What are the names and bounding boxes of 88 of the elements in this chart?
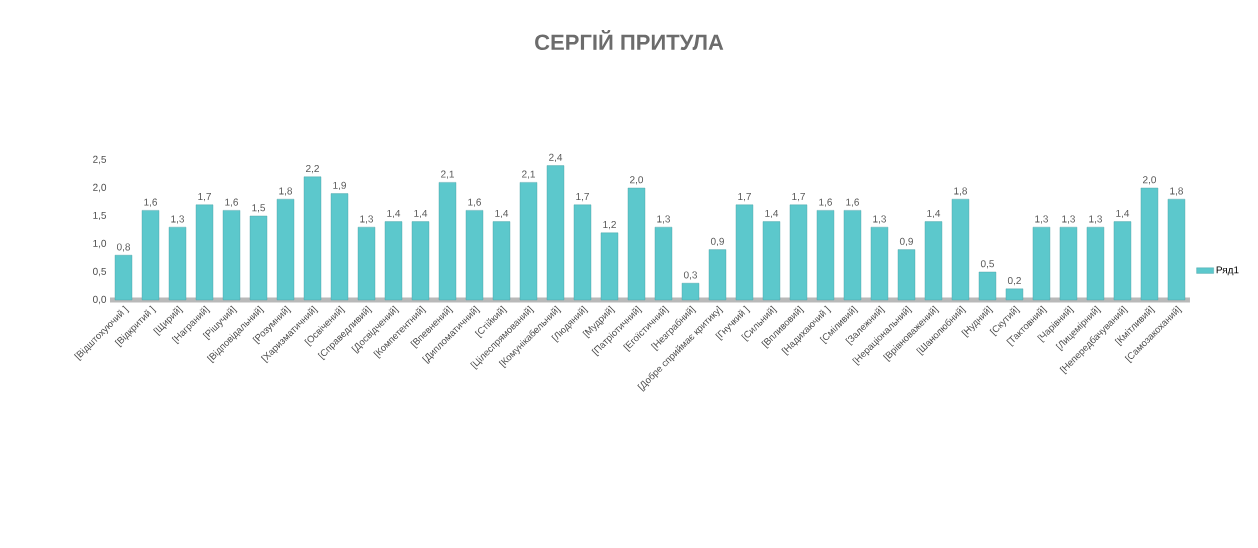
bar — [735, 204, 754, 301]
bar — [546, 165, 565, 301]
bar — [1059, 226, 1078, 301]
data-label: 1,6 — [846, 198, 859, 207]
data-label: 1,6 — [819, 198, 832, 207]
bar — [1113, 221, 1132, 301]
bar — [438, 182, 457, 301]
data-label: 2,1 — [441, 170, 454, 179]
bar — [195, 204, 214, 301]
data-label: 1,2 — [603, 221, 616, 230]
y-tick-label: 0,0 — [92, 295, 107, 305]
bar — [249, 215, 268, 301]
bar — [654, 226, 673, 301]
y-tick-label: 0,5 — [92, 267, 107, 277]
data-label: 1,9 — [333, 181, 346, 191]
data-label: 1,7 — [738, 193, 751, 202]
data-label: 1,4 — [1116, 209, 1130, 219]
bar — [681, 282, 700, 301]
bar — [978, 271, 997, 301]
bar — [600, 232, 619, 301]
data-label: 0,2 — [1007, 277, 1021, 286]
data-label: 0,5 — [980, 260, 994, 269]
y-tick-label: 1,0 — [93, 239, 107, 249]
bar — [897, 249, 916, 301]
bar — [843, 210, 862, 301]
bar — [492, 221, 511, 301]
legend-label: Ряд1 — [1216, 266, 1239, 276]
data-label: 1,4 — [495, 209, 509, 219]
bar — [708, 249, 727, 301]
data-label: 1,3 — [360, 215, 374, 224]
data-label: 1,6 — [468, 198, 482, 207]
bar — [276, 198, 295, 301]
data-label: 1,8 — [954, 187, 967, 196]
data-label: 2,0 — [1143, 176, 1157, 185]
data-label: 1,4 — [387, 209, 401, 219]
bar — [627, 187, 646, 301]
bar — [573, 204, 592, 301]
bar — [924, 221, 943, 301]
bar — [330, 193, 349, 301]
data-label: 0,8 — [116, 243, 131, 252]
data-label: 2,1 — [522, 170, 535, 179]
bar — [1032, 226, 1051, 301]
bar — [357, 226, 376, 301]
data-label: 1,3 — [1035, 215, 1048, 224]
data-label: 0,9 — [710, 237, 724, 247]
bar — [951, 198, 970, 301]
bar — [303, 176, 322, 301]
bar — [384, 221, 403, 301]
data-label: 1,8 — [279, 187, 293, 196]
bar — [411, 221, 430, 301]
y-tick-label: 2,0 — [93, 183, 107, 193]
y-tick-label: 1,5 — [93, 211, 107, 221]
data-label: 0,9 — [899, 237, 913, 247]
data-label: 2,0 — [630, 176, 644, 185]
chart-title: СЕРГІЙ ПРИТУЛА — [535, 29, 724, 51]
data-label: 1,6 — [144, 198, 158, 207]
data-label: 1,4 — [765, 209, 779, 219]
data-label: 1,7 — [576, 193, 589, 202]
data-label: 1,3 — [873, 215, 886, 224]
data-label: 1,4 — [927, 209, 941, 219]
data-label: 1,8 — [1170, 187, 1183, 196]
bar — [168, 226, 187, 301]
bar — [870, 226, 889, 301]
data-label: 1,7 — [198, 193, 211, 202]
data-label: 1,5 — [252, 204, 266, 213]
bar — [1005, 288, 1024, 301]
bar — [1140, 187, 1159, 301]
data-label: 1,6 — [225, 198, 239, 207]
bar — [465, 210, 484, 301]
bar — [789, 204, 808, 301]
data-label: 1,3 — [1062, 215, 1075, 224]
bar — [1086, 226, 1105, 301]
data-label: 2,4 — [549, 153, 563, 163]
data-label: 1,3 — [657, 215, 670, 224]
bar — [222, 210, 241, 301]
bar — [816, 210, 835, 301]
bar — [1167, 198, 1186, 301]
data-label: 1,4 — [414, 209, 428, 219]
bar — [141, 210, 160, 301]
bar — [762, 221, 781, 301]
bar — [519, 182, 538, 301]
data-label: 1,3 — [1089, 215, 1102, 224]
data-label: 0,3 — [683, 271, 697, 280]
data-label: 2,2 — [306, 165, 319, 174]
data-label: 1,7 — [792, 193, 805, 202]
data-label: 1,3 — [171, 215, 185, 224]
bar — [114, 254, 133, 301]
y-tick-label: 2,5 — [93, 155, 107, 165]
